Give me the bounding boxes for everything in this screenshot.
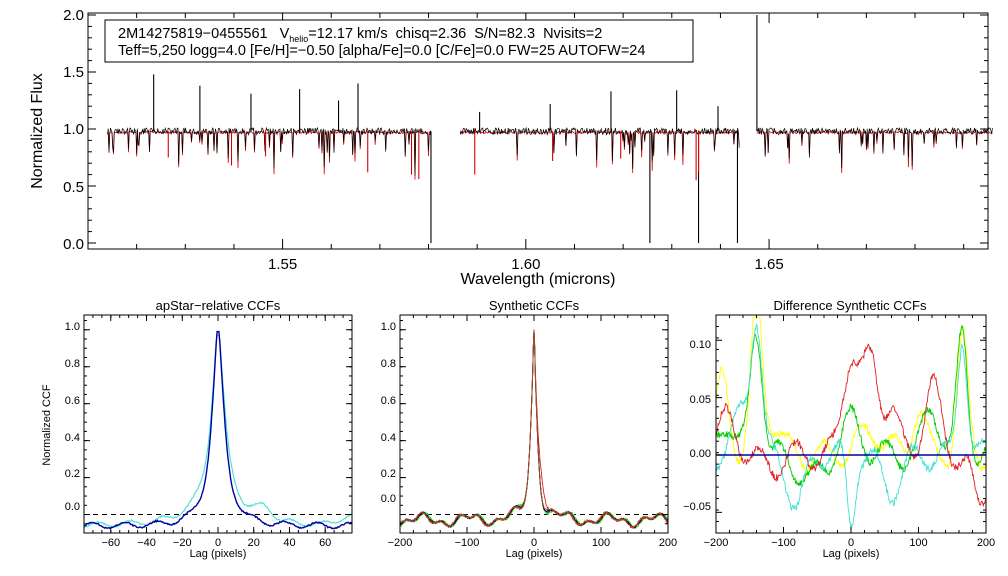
annotation-vhelio-prefix: V xyxy=(280,26,290,42)
annotation-chisq: chisq=2.36 xyxy=(396,26,467,42)
annotation-box xyxy=(104,19,694,63)
synthetic-ccf-axes-frame xyxy=(399,314,669,534)
spectrum-lines xyxy=(107,15,993,243)
ccf2-ytick-label: 0.8 xyxy=(381,358,396,370)
apstar-ccf-lines xyxy=(83,330,353,530)
observed-spectrum-line xyxy=(756,126,993,169)
synthetic-ccf-lines xyxy=(399,329,669,530)
spec-ytick-label: 0.5 xyxy=(63,179,84,196)
annotation-nvisits: Nvisits=2 xyxy=(543,26,602,42)
ccf3-ytick-label: 0.05 xyxy=(690,394,711,406)
spec-xtick-label: 1.60 xyxy=(511,256,540,273)
synthetic-ccf-x-axis-title: Lag (pixels) xyxy=(506,548,563,560)
ccf1-xtick-label: −40 xyxy=(137,537,156,549)
synthetic-ccf-title: Synthetic CCFs xyxy=(489,298,580,313)
apstar-ccf-x-axis-title: Lag (pixels) xyxy=(190,548,247,560)
annotation-line-1: 2M14275819−0455561 Vhelio=12.17 km/s chisq… xyxy=(118,26,602,44)
ccf-series-line xyxy=(83,334,353,528)
spec-xtick-label: 1.55 xyxy=(268,256,297,273)
ccf-series-line xyxy=(715,323,986,530)
apstar-ccf-axes-frame xyxy=(83,314,353,534)
ccf3-xtick-label: −100 xyxy=(771,537,796,549)
difference-ccf-axes-frame xyxy=(715,314,987,534)
ccf2-xtick-label: −100 xyxy=(455,537,480,549)
ccf3-xtick-label: 0 xyxy=(848,537,854,549)
ccf2-ytick-label: 0.6 xyxy=(381,395,396,407)
ccf-series-line xyxy=(399,329,669,529)
spectrum-panel: 2.0 1.5 1.0 0.5 0.0 1.55 1.60 1.65 Wavel… xyxy=(29,7,993,288)
ccf-series-line xyxy=(399,329,669,529)
ccf2-xtick-label: 200 xyxy=(659,537,677,549)
difference-ccf-panel: Difference Synthetic CCFs 0.10 0.05 0.00… xyxy=(683,298,995,560)
model-spectrum-line xyxy=(459,129,740,174)
apstar-ccf-ticks xyxy=(83,315,353,534)
ccf3-xtick-label: 100 xyxy=(909,537,927,549)
spectrum-x-axis-title: Wavelength (microns) xyxy=(460,271,615,288)
ccf1-xtick-label: 20 xyxy=(248,537,260,549)
spec-ytick-label: 0.0 xyxy=(63,236,84,253)
ccf2-ytick-label: 1.0 xyxy=(381,321,396,333)
ccf2-xtick-label: 100 xyxy=(592,537,610,549)
ccf-series-line xyxy=(715,325,987,487)
apstar-ccf-title: apStar−relative CCFs xyxy=(156,298,281,313)
ccf1-ytick-label: 0.2 xyxy=(65,468,80,480)
spec-ytick-label: 2.0 xyxy=(63,7,84,24)
spec-xtick-label: 1.65 xyxy=(754,256,783,273)
difference-ccf-title: Difference Synthetic CCFs xyxy=(774,298,927,313)
apstar-ccf-panel: apStar−relative CCFs 1.0 0.8 0.6 0.4 0.2… xyxy=(41,298,353,560)
ccf2-ytick-label: 0.0 xyxy=(381,493,396,505)
ccf3-ytick-label: 0.10 xyxy=(690,339,711,351)
ccf-series-line xyxy=(399,329,669,530)
ccf1-xtick-label: 40 xyxy=(283,537,295,549)
ccf2-ytick-label: 0.2 xyxy=(381,468,396,480)
difference-ccf-ticks xyxy=(715,314,987,534)
ccf2-ytick-label: 0.4 xyxy=(381,432,396,444)
ccf1-xtick-label: 0 xyxy=(215,537,221,549)
apstar-ccf-y-axis-title: Normalized CCF xyxy=(41,384,53,466)
spectrum-ticks xyxy=(87,13,988,249)
synthetic-ccf-ticks xyxy=(399,315,669,534)
observed-spectrum-line xyxy=(459,126,740,169)
annotation-snr: S/N=82.3 xyxy=(474,26,535,42)
observed-spectrum-line xyxy=(107,126,432,176)
annotation-vhelio-subscript: helio xyxy=(289,34,308,44)
annotation-line-2: Teff=5,250 logg=4.0 [Fe/H]=−0.50 [alpha/… xyxy=(118,43,645,59)
difference-ccf-lines xyxy=(715,316,987,530)
ccf1-ytick-label: 1.0 xyxy=(65,321,80,333)
spectrum-axes-frame xyxy=(87,12,989,250)
ccf-series-line xyxy=(399,329,669,529)
ccf1-xtick-label: −20 xyxy=(173,537,192,549)
ccf1-ytick-label: 0.6 xyxy=(65,395,80,407)
ccf3-xtick-label: −200 xyxy=(704,537,729,549)
ccf-series-line xyxy=(399,329,669,529)
ccf-series-line xyxy=(715,316,987,473)
ccf1-ytick-label: 0.8 xyxy=(65,358,80,370)
ccf-series-line xyxy=(399,329,669,529)
difference-ccf-x-axis-title: Lag (pixels) xyxy=(823,548,880,560)
ccf3-ytick-label: 0.00 xyxy=(690,448,711,460)
synthetic-ccf-panel: Synthetic CCFs 1.0 0.8 0.6 0.4 0.2 0.0 −… xyxy=(381,298,677,560)
ccf2-xtick-label: 0 xyxy=(531,537,537,549)
ccf3-ytick-label: −0.05 xyxy=(683,501,711,513)
ccf-series-line xyxy=(399,329,669,529)
annotation-star-id: 2M14275819−0455561 xyxy=(118,26,268,42)
ccf3-xtick-label: 200 xyxy=(977,537,995,549)
ccf2-xtick-label: −200 xyxy=(388,537,413,549)
ccf-series-line xyxy=(715,343,987,508)
spectrum-y-axis-title: Normalized Flux xyxy=(29,73,46,189)
spec-ytick-label: 1.0 xyxy=(63,121,84,138)
ccf1-xtick-label: 60 xyxy=(319,537,331,549)
ccf1-xtick-label: −60 xyxy=(101,537,120,549)
ccf1-ytick-label: 0.0 xyxy=(65,501,80,513)
ccf-series-line xyxy=(83,330,353,530)
ccf1-ytick-label: 0.4 xyxy=(65,432,80,444)
annotation-vhelio-value: =12.17 km/s xyxy=(308,26,387,42)
spec-ytick-label: 1.5 xyxy=(63,64,84,81)
